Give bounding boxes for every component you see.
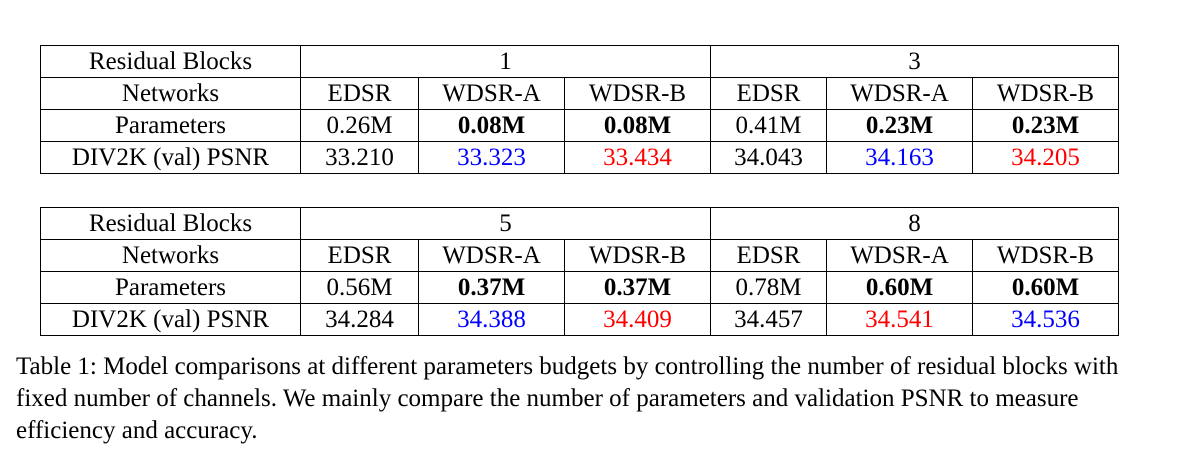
table-row-residual-blocks: Residual Blocks 1 3: [40, 45, 1119, 78]
blocks-header-cell: 3: [710, 45, 1119, 78]
parameter-cell: 0.56M: [300, 271, 419, 304]
psnr-cell-best: 34.541: [826, 303, 973, 336]
network-cell: EDSR: [300, 239, 419, 272]
parameter-cell: 0.26M: [300, 109, 419, 142]
row-label-psnr: DIV2K (val) PSNR: [40, 141, 301, 174]
row-label-networks: Networks: [40, 77, 301, 110]
blocks-header-cell: 1: [300, 45, 711, 78]
comparison-table-1: Residual Blocks 1 3 Networks EDSR WDSR-A…: [40, 45, 1119, 174]
network-cell: EDSR: [710, 239, 827, 272]
table-row-residual-blocks: Residual Blocks 5 8: [40, 207, 1119, 240]
network-cell: WDSR-B: [564, 77, 711, 110]
row-label-parameters: Parameters: [40, 109, 301, 142]
parameter-cell: 0.78M: [710, 271, 827, 304]
table-row-psnr: DIV2K (val) PSNR 34.284 34.388 34.409 34…: [40, 303, 1119, 336]
parameter-cell: 0.37M: [564, 271, 711, 304]
parameter-cell: 0.08M: [418, 109, 565, 142]
psnr-cell: 34.043: [710, 141, 827, 174]
network-cell: WDSR-B: [972, 239, 1119, 272]
network-cell: WDSR-B: [972, 77, 1119, 110]
parameter-cell: 0.60M: [826, 271, 973, 304]
parameter-cell: 0.60M: [972, 271, 1119, 304]
row-label-psnr: DIV2K (val) PSNR: [40, 303, 301, 336]
row-label-residual-blocks: Residual Blocks: [40, 45, 301, 78]
network-cell: EDSR: [300, 77, 419, 110]
table-row-parameters: Parameters 0.56M 0.37M 0.37M 0.78M 0.60M…: [40, 271, 1119, 304]
network-cell: WDSR-A: [418, 239, 565, 272]
parameter-cell: 0.23M: [826, 109, 973, 142]
parameter-cell: 0.37M: [418, 271, 565, 304]
network-cell: WDSR-B: [564, 239, 711, 272]
table-caption: Table 1: Model comparisons at different …: [16, 353, 1119, 444]
psnr-cell: 33.210: [300, 141, 419, 174]
network-cell: WDSR-A: [826, 77, 973, 110]
parameter-cell: 0.08M: [564, 109, 711, 142]
table-row-networks: Networks EDSR WDSR-A WDSR-B EDSR WDSR-A …: [40, 77, 1119, 110]
table-row-parameters: Parameters 0.26M 0.08M 0.08M 0.41M 0.23M…: [40, 109, 1119, 142]
network-cell: EDSR: [710, 77, 827, 110]
psnr-cell-best: 33.434: [564, 141, 711, 174]
psnr-cell: 34.457: [710, 303, 827, 336]
psnr-cell-best: 34.409: [564, 303, 711, 336]
network-cell: WDSR-A: [826, 239, 973, 272]
blocks-header-cell: 5: [300, 207, 711, 240]
table-row-psnr: DIV2K (val) PSNR 33.210 33.323 33.434 34…: [40, 141, 1119, 174]
psnr-cell-second: 34.536: [972, 303, 1119, 336]
table-row-networks: Networks EDSR WDSR-A WDSR-B EDSR WDSR-A …: [40, 239, 1119, 272]
row-label-networks: Networks: [40, 239, 301, 272]
psnr-cell-second: 34.388: [418, 303, 565, 336]
blocks-header-cell: 8: [710, 207, 1119, 240]
row-label-parameters: Parameters: [40, 271, 301, 304]
row-label-residual-blocks: Residual Blocks: [40, 207, 301, 240]
network-cell: WDSR-A: [418, 77, 565, 110]
psnr-cell: 34.284: [300, 303, 419, 336]
psnr-cell-second: 34.163: [826, 141, 973, 174]
comparison-table-2: Residual Blocks 5 8 Networks EDSR WDSR-A…: [40, 207, 1119, 336]
parameter-cell: 0.23M: [972, 109, 1119, 142]
psnr-cell-best: 34.205: [972, 141, 1119, 174]
psnr-cell-second: 33.323: [418, 141, 565, 174]
parameter-cell: 0.41M: [710, 109, 827, 142]
